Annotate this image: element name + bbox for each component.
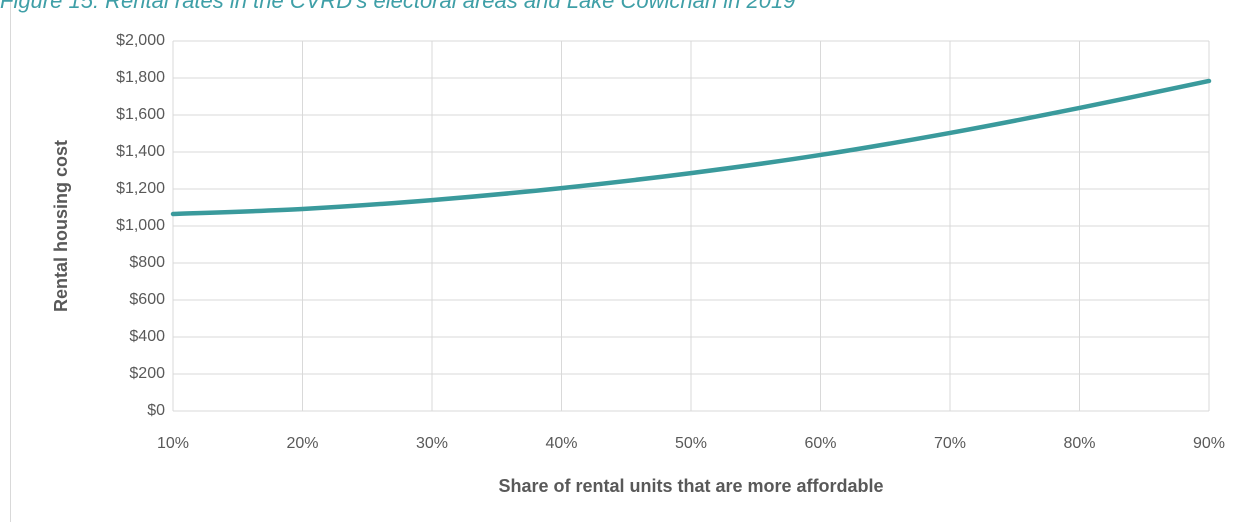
x-tick-label: 90% bbox=[1193, 435, 1225, 452]
y-tick-label: $1,600 bbox=[116, 106, 165, 123]
y-tick-label: $1,400 bbox=[116, 143, 165, 160]
x-axis-label: Share of rental units that are more affo… bbox=[498, 476, 883, 496]
chart-frame bbox=[10, 0, 11, 522]
y-tick-label: $1,000 bbox=[116, 217, 165, 234]
y-tick-label: $1,800 bbox=[116, 69, 165, 86]
x-tick-label: 10% bbox=[157, 435, 189, 452]
x-tick-label: 30% bbox=[416, 435, 448, 452]
x-tick-label: 80% bbox=[1063, 435, 1095, 452]
line-series bbox=[170, 78, 1212, 217]
y-tick-label: $200 bbox=[129, 365, 165, 382]
y-tick-label: $2,000 bbox=[116, 32, 165, 49]
x-tick-label: 70% bbox=[934, 435, 966, 452]
y-tick-label: $0 bbox=[147, 402, 165, 419]
y-tick-label: $800 bbox=[129, 254, 165, 271]
x-tick-label: 40% bbox=[545, 435, 577, 452]
y-tick-label: $400 bbox=[129, 328, 165, 345]
y-axis-label: Rental housing cost bbox=[51, 140, 71, 312]
x-tick-label: 60% bbox=[804, 435, 836, 452]
y-tick-label: $600 bbox=[129, 291, 165, 308]
x-tick-label: 50% bbox=[675, 435, 707, 452]
chart-title: Figure 15: Rental rates in the CVRD's el… bbox=[0, 0, 795, 13]
x-tick-label: 20% bbox=[286, 435, 318, 452]
y-tick-label: $1,200 bbox=[116, 180, 165, 197]
